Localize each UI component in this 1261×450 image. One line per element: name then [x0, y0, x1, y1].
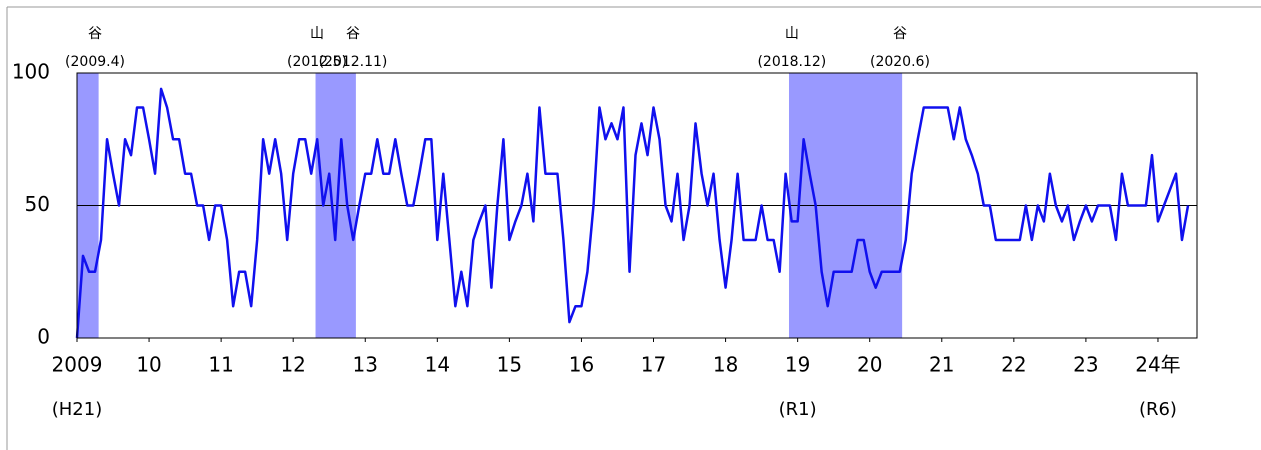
x-tick-label: 18 [713, 353, 738, 377]
x-tick-label: 23 [1073, 353, 1098, 377]
turning-point-date: (2009.4) [65, 54, 125, 70]
y-tick-label: 100 [12, 60, 50, 84]
plot-frame [76, 72, 1198, 339]
x-tick-label: 15 [497, 353, 522, 377]
x-tick-label: 19 [785, 353, 810, 377]
x-tick-label: 16 [569, 353, 594, 377]
x-tick-label: 10 [136, 353, 161, 377]
turning-point-date: (2020.6) [870, 54, 930, 70]
era-label: (R1) [779, 399, 817, 420]
x-tick-label: 17 [641, 353, 666, 377]
era-label: (H21) [52, 399, 102, 420]
x-tick-label: 12 [280, 353, 305, 377]
series-line [75, 87, 1190, 339]
x-tick-label: 2009 [52, 353, 103, 377]
x-tick-label: 11 [208, 353, 233, 377]
turning-point-date: (2012.5) [287, 54, 347, 70]
x-tick-label: 21 [929, 353, 954, 377]
y-tick-label: 0 [37, 325, 50, 349]
x-tick-label: 22 [1001, 353, 1026, 377]
x-tick-label: 13 [353, 353, 378, 377]
era-label: (R6) [1139, 399, 1177, 420]
turning-point-label: 谷 [88, 26, 102, 42]
turning-point-label: 山 [785, 26, 799, 42]
turning-point-date: (2012.11) [319, 54, 388, 70]
turning-point-date: (2018.12) [757, 54, 826, 70]
turning-point-label: 谷 [893, 26, 907, 42]
turning-point-label: 谷 [346, 26, 360, 42]
x-tick-label: 14 [425, 353, 450, 377]
x-tick-label: 20 [857, 353, 882, 377]
x-tick-label: 24年 [1135, 353, 1180, 377]
turning-point-label: 山 [310, 26, 324, 42]
y-tick-label: 50 [25, 192, 50, 216]
